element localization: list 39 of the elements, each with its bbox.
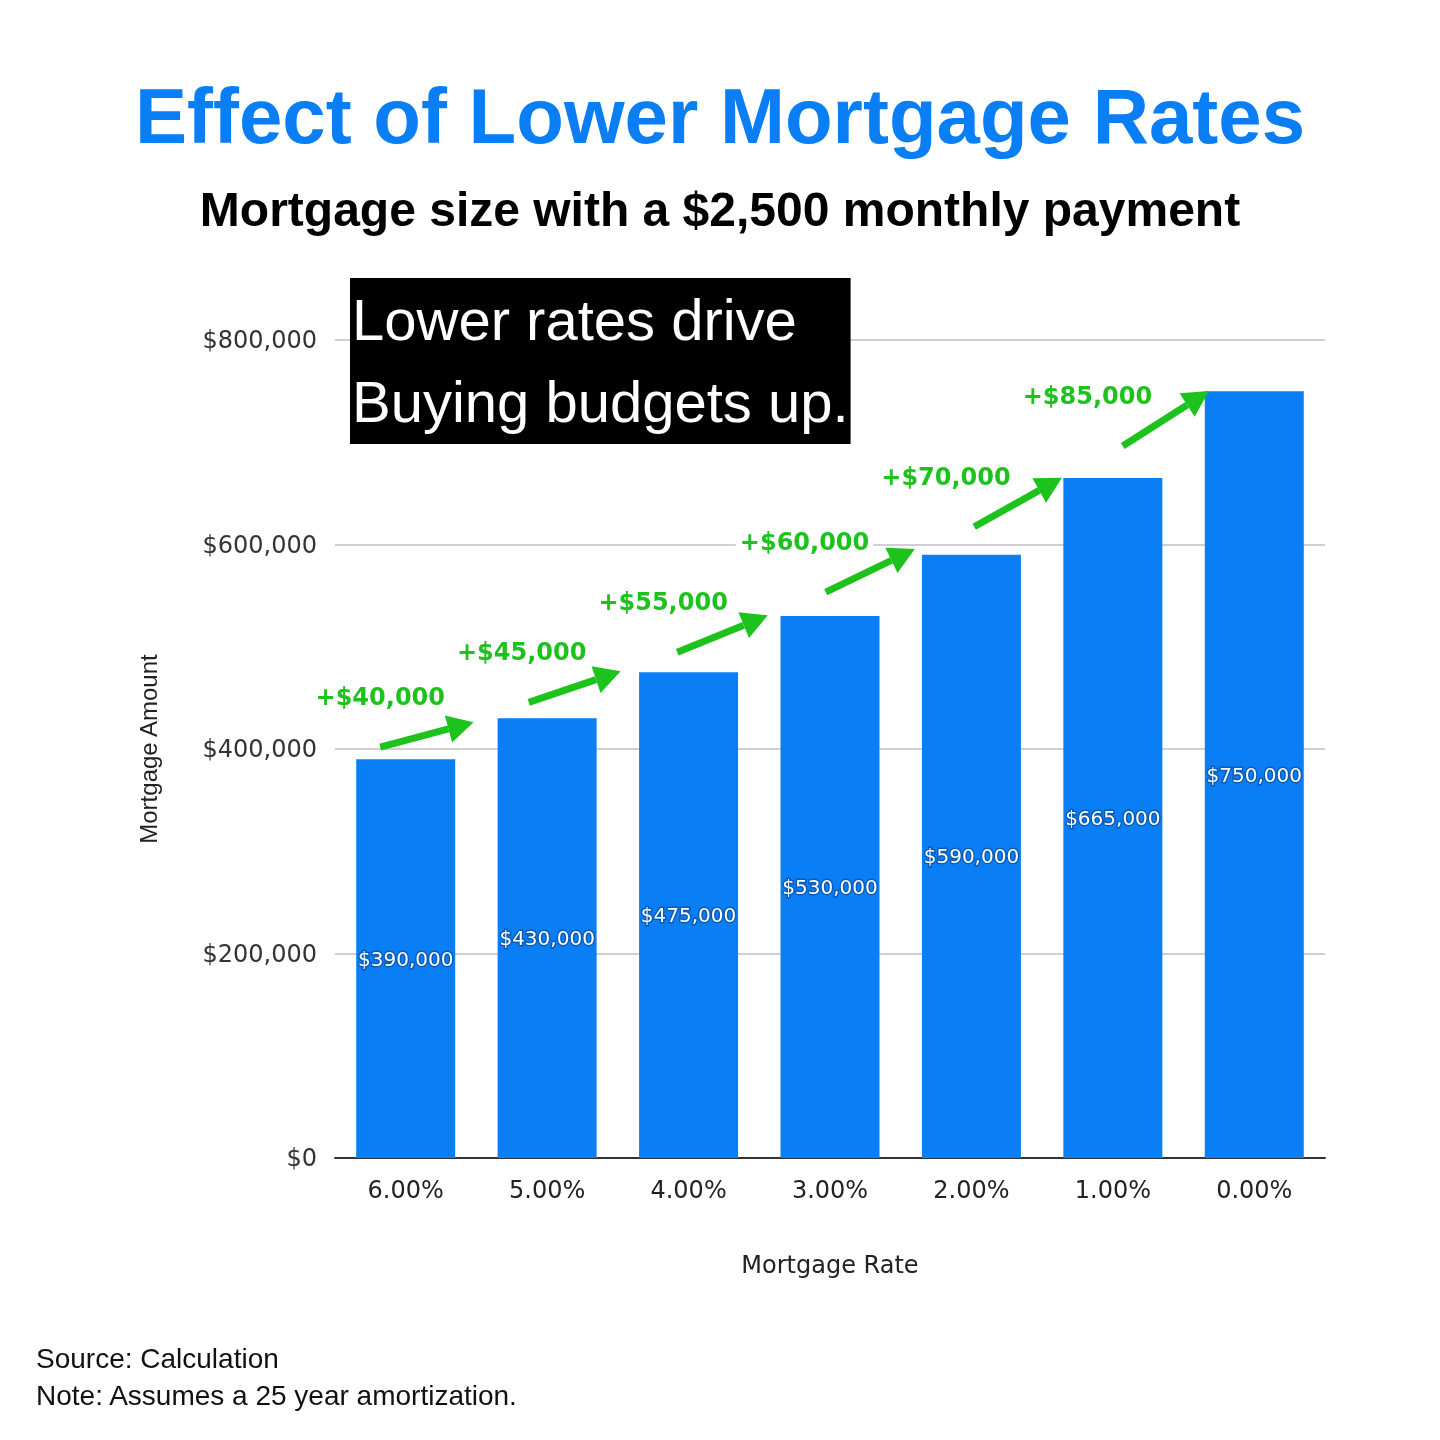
- bar: [780, 616, 880, 1158]
- data-label: $390,000: [358, 946, 454, 971]
- bar: [356, 759, 456, 1158]
- annotation: Lower rates drive Buying budgets up.: [352, 286, 849, 434]
- annotation: +$45,000: [456, 638, 587, 667]
- text: Note: Assumes a 25 year amortization.: [36, 1380, 517, 1411]
- y-axis-title: Mortgage Amount: [134, 653, 162, 844]
- data-label: $475,000: [640, 903, 737, 928]
- bar: [1204, 391, 1304, 1158]
- data-label: $590,000: [923, 844, 1020, 869]
- data-label: $750,000: [1206, 762, 1302, 787]
- x-tick-label: 4.00%: [650, 1176, 727, 1204]
- x-axis-title: Mortgage Rate: [741, 1251, 919, 1279]
- data-label: $530,000: [782, 875, 878, 900]
- bar: [921, 554, 1021, 1158]
- data-label: $665,000: [1065, 806, 1161, 831]
- y-tick-label: $200,000: [202, 939, 317, 968]
- y-tick-label: $800,000: [202, 326, 317, 354]
- bar: [497, 718, 597, 1158]
- x-tick-label: 6.00%: [367, 1176, 444, 1204]
- bar: [639, 672, 739, 1158]
- chart-subtitle: Mortgage size with a $2,500 monthly payment: [199, 182, 1241, 236]
- source-note: Source: Calculation: [36, 1343, 279, 1374]
- x-tick-label: 3.00%: [791, 1176, 869, 1204]
- annotation: +$55,000: [598, 588, 728, 617]
- y-tick-label: $400,000: [202, 735, 317, 763]
- x-tick-label: 2.00%: [933, 1176, 1010, 1204]
- data-label: $430,000: [499, 926, 595, 951]
- y-tick-label: $600,000: [202, 530, 317, 559]
- x-tick-label: 1.00%: [1074, 1176, 1151, 1204]
- x-tick-label: 5.00%: [509, 1176, 586, 1204]
- chart-title: Effect of Lower Mortgage Rates: [134, 72, 1306, 160]
- annotation: +$85,000: [1022, 382, 1153, 411]
- annotation: +$70,000: [881, 462, 1011, 491]
- bar: [1063, 478, 1163, 1158]
- x-tick-label: 0.00%: [1216, 1176, 1293, 1204]
- annotation: +$40,000: [315, 683, 445, 712]
- annotation: +$60,000: [739, 528, 870, 557]
- y-tick-label: $0: [286, 1144, 317, 1172]
